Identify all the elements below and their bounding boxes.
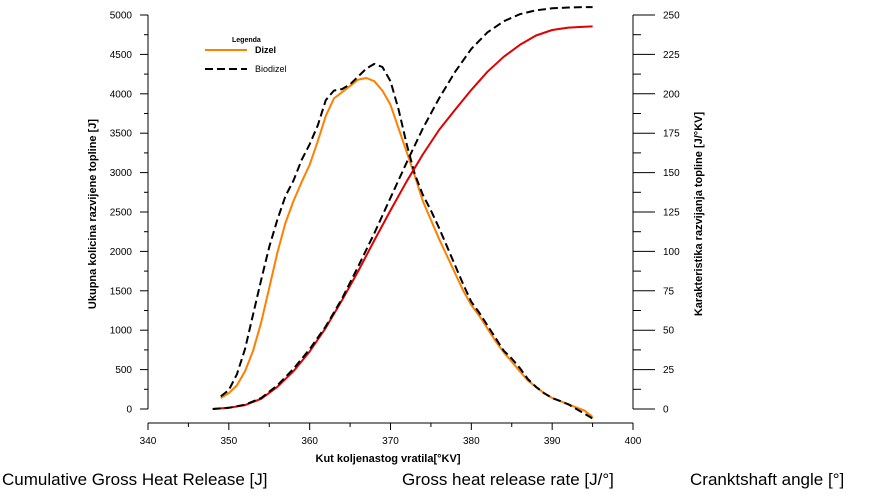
left-y-tick-label: 500 bbox=[115, 365, 132, 376]
right-y-tick-label: 200 bbox=[663, 89, 680, 100]
x-tick-label: 390 bbox=[544, 436, 561, 447]
series-line-biodizel-rate bbox=[220, 62, 594, 420]
x-tick-label: 350 bbox=[220, 436, 237, 447]
legend-title: Legenda bbox=[232, 37, 261, 44]
right-y-tick-label: 225 bbox=[663, 50, 680, 61]
left-y-tick-label: 1500 bbox=[110, 286, 133, 297]
right-y-axis-title: Karakteristika razvijanja topline [J/°KV… bbox=[693, 112, 705, 317]
right-y-tick-label: 0 bbox=[663, 405, 669, 416]
right-y-tick-label: 100 bbox=[663, 247, 680, 258]
right-y-tick-label: 50 bbox=[663, 326, 675, 337]
left-y-tick-label: 4500 bbox=[110, 50, 133, 61]
legend-label-dizel: Dizel bbox=[255, 45, 276, 55]
x-tick-label: 360 bbox=[301, 436, 318, 447]
left-y-axis-ticks: 0 500 1000 1500 2000 2500 3000 3500 4000 4500 5000 bbox=[110, 11, 148, 416]
right-y-tick-label: 125 bbox=[663, 208, 680, 219]
left-y-tick-label: 3500 bbox=[110, 129, 133, 140]
x-axis-title: Kut koljenastog vratila[°KV] bbox=[316, 453, 461, 465]
legend-label-biodizel: Biodizel bbox=[255, 64, 287, 74]
left-y-tick-label: 3000 bbox=[110, 168, 133, 179]
caption-cumulative-heat-release: Cumulative Gross Heat Release [J] bbox=[2, 470, 268, 489]
legend: Legenda Dizel Biodizel bbox=[205, 37, 287, 74]
caption-crankshaft-angle: Cranktshaft angle [°] bbox=[690, 470, 845, 489]
left-y-tick-label: 2500 bbox=[110, 208, 133, 219]
left-y-tick-label: 1000 bbox=[110, 326, 133, 337]
x-axis-ticks: 340 350 360 370 380 390 400 bbox=[140, 423, 642, 447]
heat-release-chart: 340 350 360 370 380 390 400 050010001500200025… bbox=[87, 6, 705, 465]
right-y-axis-ticks: 0 25 50 75 100 125 150 175 200 225 250 bbox=[633, 11, 680, 416]
right-y-tick-label: 250 bbox=[663, 11, 680, 22]
x-tick-label: 370 bbox=[382, 436, 399, 447]
series-lines bbox=[212, 6, 594, 420]
left-y-tick-label: 2000 bbox=[110, 247, 133, 258]
x-tick-label: 340 bbox=[140, 436, 157, 447]
left-y-tick-label: 5000 bbox=[110, 11, 133, 22]
right-y-tick-label: 75 bbox=[663, 286, 675, 297]
left-y-axis-title: Ukupna kolicina razvijene topline [J] bbox=[87, 119, 99, 309]
series-line-dizel-rate bbox=[220, 77, 594, 418]
series-line-dizel-cumulative bbox=[212, 25, 593, 410]
right-y-tick-label: 150 bbox=[663, 168, 680, 179]
left-y-tick-label: 4000 bbox=[110, 89, 133, 100]
caption-heat-release-rate: Gross heat release rate [J/°] bbox=[402, 470, 614, 489]
left-y-tick-label: 0 bbox=[126, 405, 132, 416]
x-tick-label: 380 bbox=[463, 436, 480, 447]
series-line-biodizel-cumulative bbox=[212, 6, 593, 410]
plot-frame bbox=[147, 15, 634, 424]
right-y-tick-label: 25 bbox=[663, 365, 675, 376]
right-y-tick-label: 175 bbox=[663, 129, 680, 140]
x-tick-label: 400 bbox=[625, 436, 642, 447]
